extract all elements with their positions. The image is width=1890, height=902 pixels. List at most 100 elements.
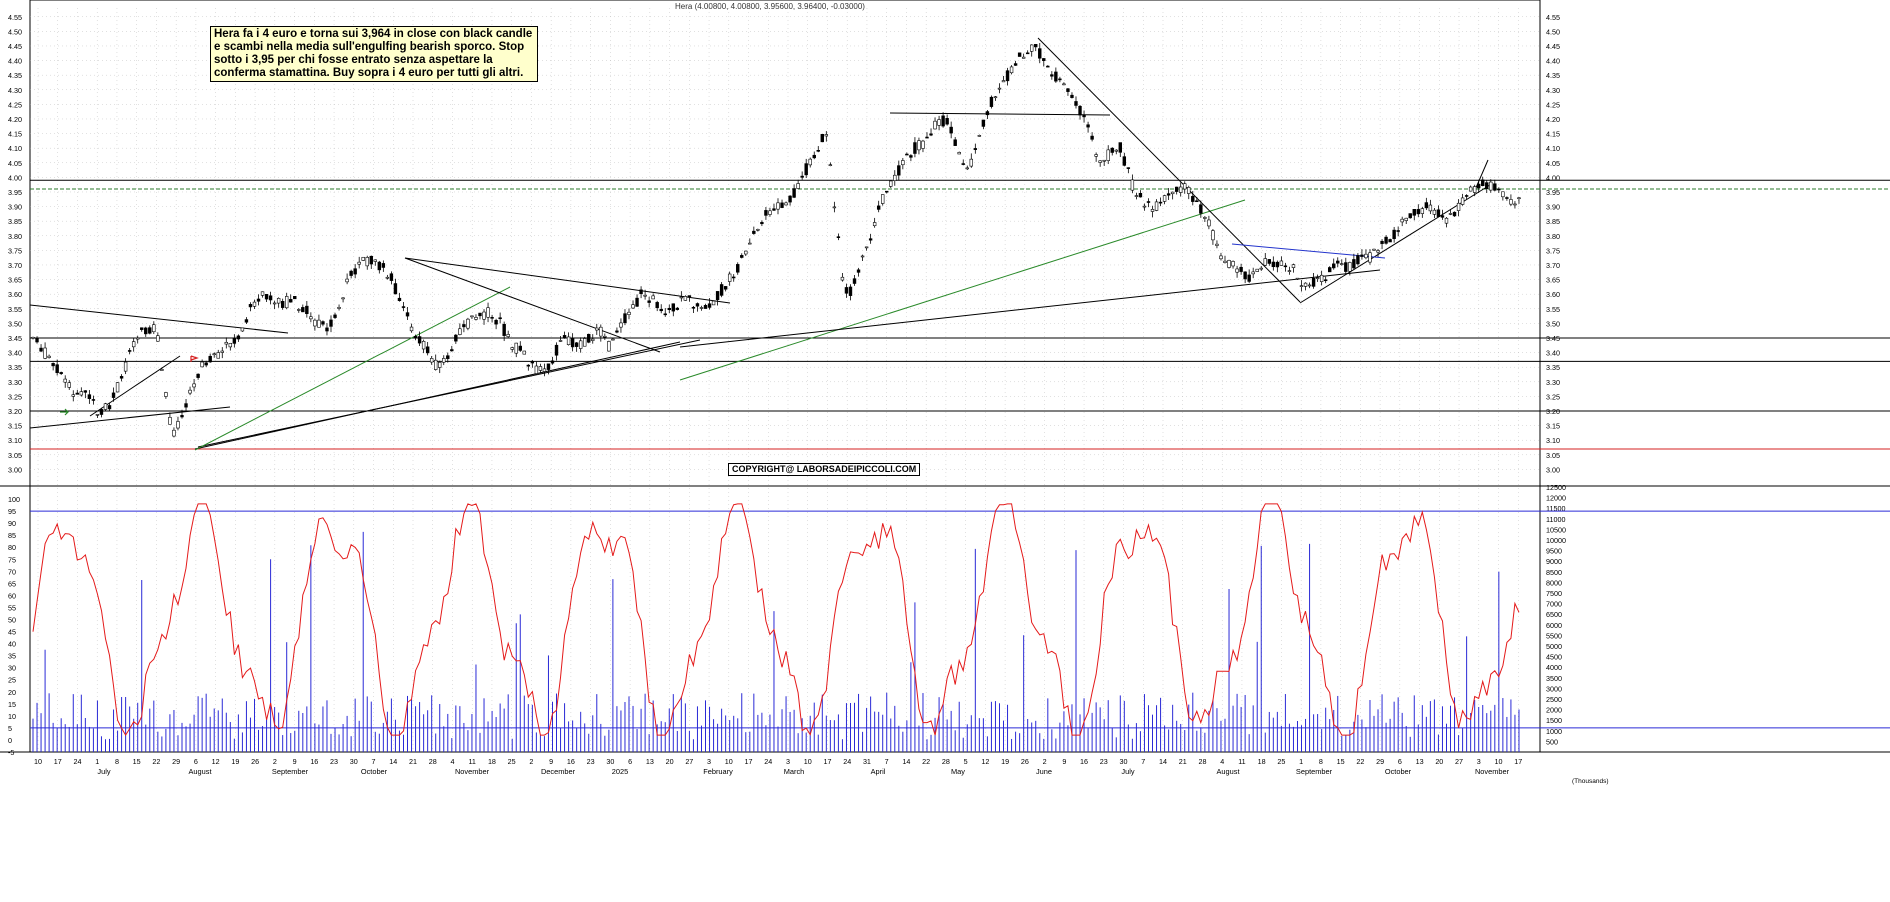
candle-body xyxy=(280,300,285,308)
candle-body xyxy=(868,238,873,241)
candle-body xyxy=(1239,266,1243,272)
candle-body xyxy=(1319,274,1324,282)
price-tick-label-left: 4.40 xyxy=(8,57,22,66)
candle-body xyxy=(1360,254,1364,257)
candle-body xyxy=(1468,186,1473,192)
candle-body xyxy=(558,340,563,342)
candle-body xyxy=(844,287,849,294)
candle-body xyxy=(337,307,341,309)
price-tick-label-right: 3.50 xyxy=(1546,319,1560,328)
candle-body xyxy=(808,158,812,166)
candle-body xyxy=(760,222,764,225)
candle-body xyxy=(1255,268,1259,272)
oscillator-tick-label: 85 xyxy=(8,531,16,540)
candle-body xyxy=(1199,204,1203,214)
candle-body xyxy=(732,276,736,279)
candle-body xyxy=(937,119,941,126)
candle-body xyxy=(860,255,865,258)
price-tick-label-left: 4.15 xyxy=(8,130,22,139)
buy-arrow-icon xyxy=(60,408,69,416)
candle-body xyxy=(67,382,71,388)
candle-body xyxy=(389,273,394,281)
price-tick-label-left: 3.70 xyxy=(8,261,22,270)
volume-tick-label: 3500 xyxy=(1546,674,1562,683)
candle-body xyxy=(131,341,136,348)
candle-body xyxy=(1158,201,1163,204)
date-tick-label: 14 xyxy=(902,757,910,766)
oscillator-tick-label: 75 xyxy=(8,555,16,564)
candle-body xyxy=(152,324,156,333)
candle-body xyxy=(736,264,740,273)
date-tick-label: 13 xyxy=(1416,757,1424,766)
candle-body xyxy=(885,190,889,193)
candle-body xyxy=(1497,188,1501,191)
date-tick-label: 15 xyxy=(1337,757,1345,766)
candle-body xyxy=(1090,135,1094,140)
candle-body xyxy=(913,142,917,154)
candle-body xyxy=(989,96,994,107)
candle-body xyxy=(1174,186,1179,192)
candle-body xyxy=(429,358,434,363)
price-tick-label-left: 3.90 xyxy=(8,203,22,212)
candle-body xyxy=(566,336,571,346)
candle-body xyxy=(1517,197,1521,200)
volume-tick-label: 2500 xyxy=(1546,695,1562,704)
trend-line xyxy=(404,257,731,304)
candle-body xyxy=(381,263,386,268)
price-tick-label-left: 3.60 xyxy=(8,290,22,299)
candle-body xyxy=(1392,229,1396,239)
candle-body xyxy=(1134,195,1139,197)
price-tick-label-left: 4.45 xyxy=(8,42,22,51)
date-tick-label: 6 xyxy=(628,757,632,766)
price-tick-label-right: 3.70 xyxy=(1546,261,1560,270)
candle-body xyxy=(454,334,458,342)
price-tick-label-right: 4.10 xyxy=(1546,144,1560,153)
candle-body xyxy=(578,340,583,349)
candle-body xyxy=(687,295,692,298)
candle-body xyxy=(627,311,631,315)
candle-body xyxy=(305,305,309,314)
date-tick-label: 11 xyxy=(468,757,475,766)
candle-body xyxy=(1195,200,1199,203)
date-tick-label: 25 xyxy=(508,757,516,766)
price-tick-label-left: 3.30 xyxy=(8,378,22,387)
candle-body xyxy=(526,364,531,367)
candle-body xyxy=(425,346,430,354)
candle-body xyxy=(1303,282,1308,287)
volume-tick-label: 5500 xyxy=(1546,631,1562,640)
date-tick-label: 9 xyxy=(1062,757,1066,766)
date-tick-label: 23 xyxy=(587,757,595,766)
date-tick-label: 28 xyxy=(1198,757,1206,766)
candle-body xyxy=(1432,209,1437,215)
candle-body xyxy=(123,361,128,372)
date-tick-label: 10 xyxy=(725,757,733,766)
month-label: 2025 xyxy=(612,767,628,776)
candle-body xyxy=(836,236,841,238)
date-tick-label: 9 xyxy=(293,757,297,766)
oscillator-tick-label: 40 xyxy=(8,640,16,649)
candle-body xyxy=(365,257,369,267)
month-label: August xyxy=(1216,767,1239,776)
candle-body xyxy=(1130,179,1135,191)
candle-body xyxy=(136,337,140,340)
copyright-label: COPYRIGHT@ LABORSADEIPICCOLI.COM xyxy=(728,463,921,476)
candle-body xyxy=(208,355,212,363)
candle-body xyxy=(1460,197,1465,205)
price-tick-label-left: 4.10 xyxy=(8,144,22,153)
candle-body xyxy=(1243,271,1247,280)
month-label: October xyxy=(1385,767,1412,776)
candle-body xyxy=(671,303,675,312)
candle-body xyxy=(71,394,75,397)
trend-line xyxy=(889,112,1111,116)
candle-body xyxy=(349,270,353,276)
candle-body xyxy=(1420,208,1425,214)
candle-body xyxy=(1271,261,1276,268)
price-tick-label-left: 3.10 xyxy=(8,436,22,445)
date-tick-label: 24 xyxy=(764,757,772,766)
oscillator-tick-label: 60 xyxy=(8,591,16,600)
candle-body xyxy=(1440,215,1445,218)
candle-body xyxy=(39,347,43,352)
volume-tick-label: 7000 xyxy=(1546,600,1562,609)
price-tick-label-left: 4.35 xyxy=(8,71,22,80)
candle-body xyxy=(478,312,482,317)
